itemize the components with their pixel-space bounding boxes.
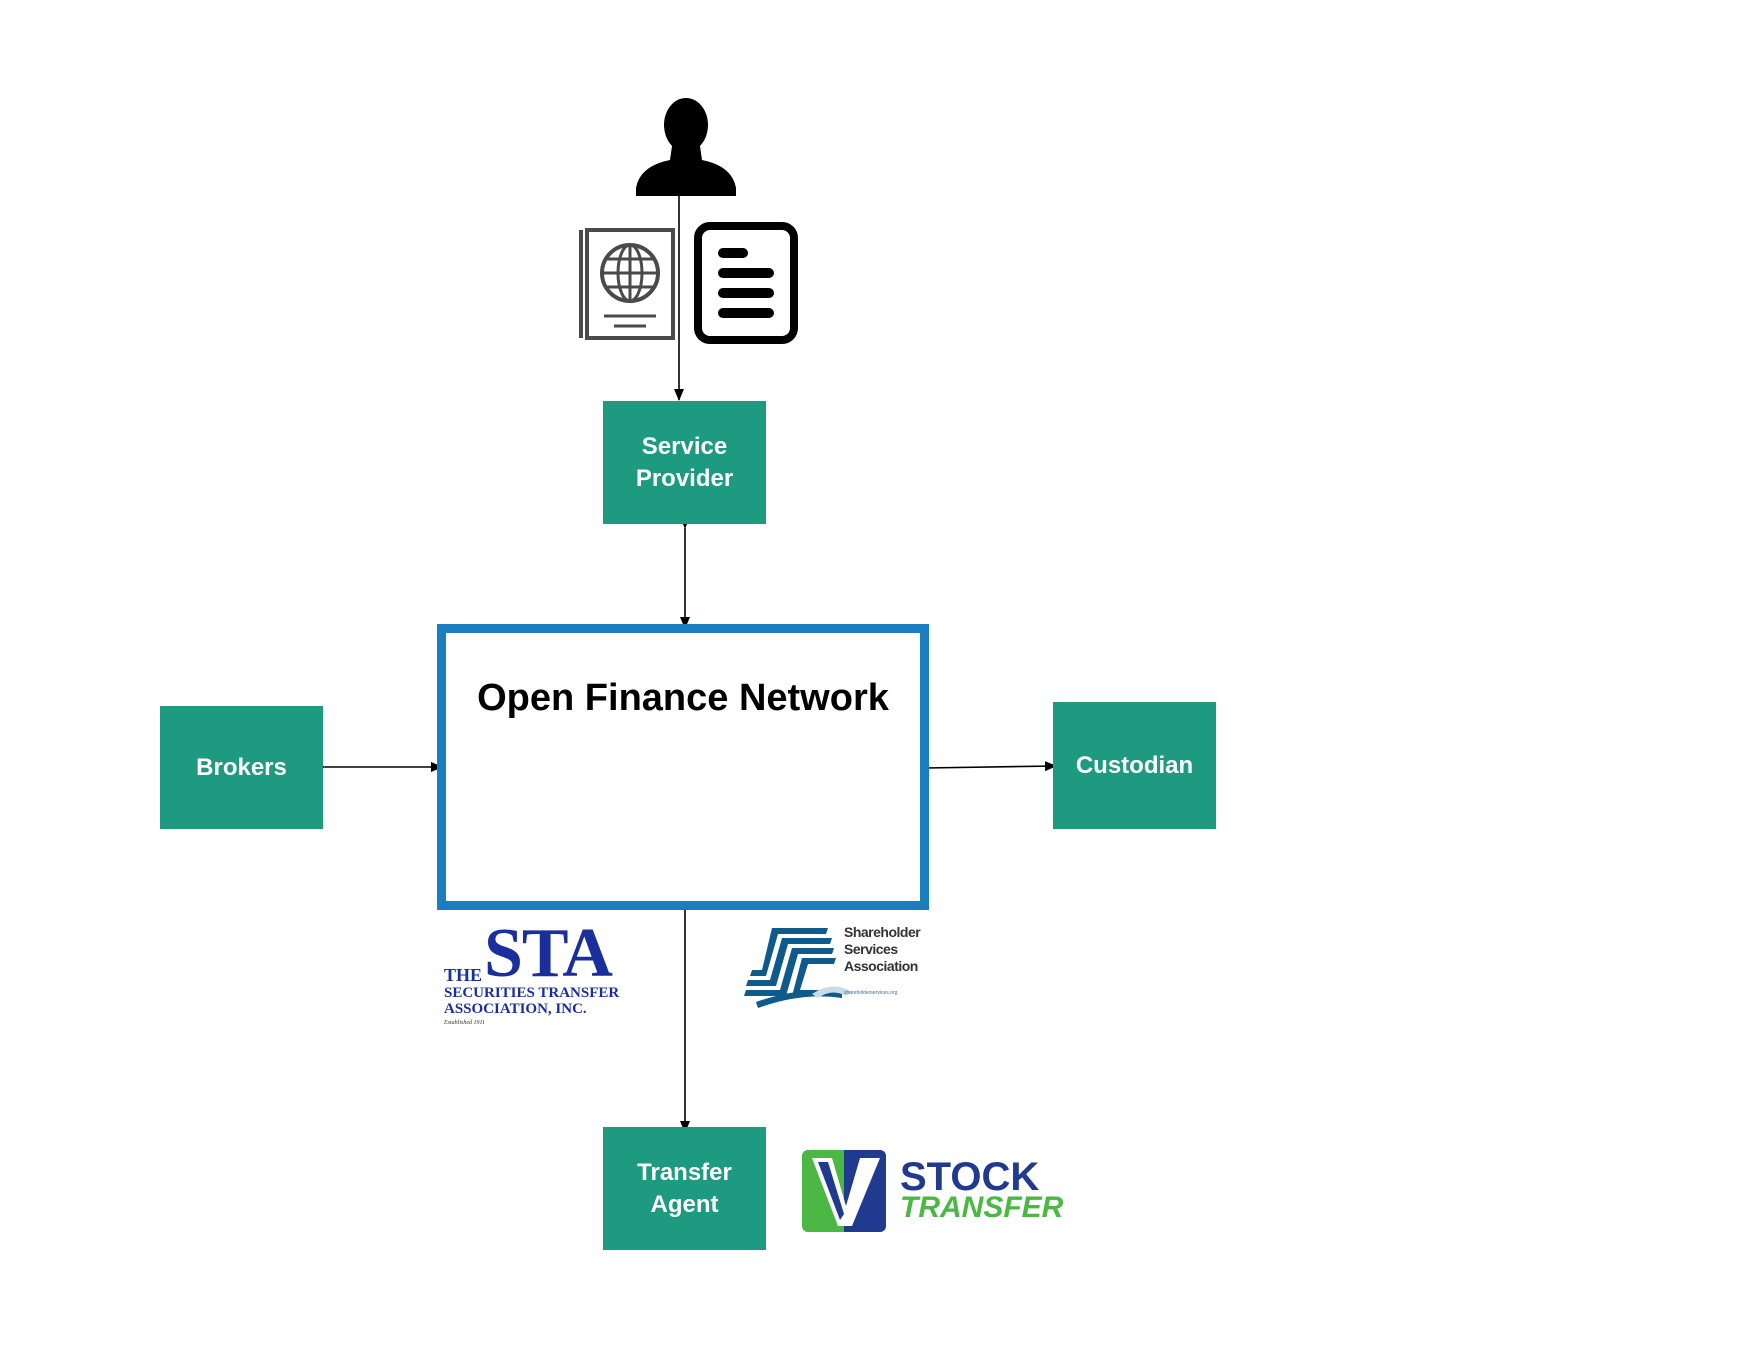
brokers-node[interactable]: Brokers [160, 706, 323, 829]
ssa-emblem-icon [744, 928, 852, 1008]
service-provider-label-line2: Provider [635, 464, 734, 492]
ssa-logo-url: shareholderservices.org [844, 990, 898, 996]
transfer-agent-label-line2: Agent [650, 1190, 719, 1218]
network-custodian-arrow [913, 761, 1057, 774]
custodian-node[interactable]: Custodian [1053, 702, 1216, 829]
sta-logo-est: Established 1911 [444, 1020, 486, 1026]
stock-transfer-line2: TRANSFER [900, 1191, 1064, 1224]
stock-transfer-line1: STOCK [900, 1155, 1040, 1199]
passport-icon [579, 228, 675, 340]
stock-transfer-logo: STOCK TRANSFER [800, 1148, 1063, 1236]
brokers-label: Brokers [196, 753, 287, 781]
ssa-logo-line2: Services [844, 941, 898, 957]
sta-logo-line1: SECURITIES TRANSFER [444, 985, 620, 1001]
document-icon [694, 222, 798, 344]
ssa-logo-line1: Shareholder [844, 924, 921, 940]
ssa-logo: Shareholder Services Association shareho… [742, 920, 932, 1015]
sta-logo-the: THE [444, 965, 483, 985]
sta-logo: THE STA SECURITIES TRANSFER ASSOCIATION,… [444, 919, 644, 1030]
transfer-agent-label-line1: Transfer [637, 1158, 732, 1186]
network-title: Open Finance Network [477, 677, 889, 719]
transfer-agent-node[interactable]: Transfer Agent [603, 1127, 766, 1250]
custodian-label: Custodian [1075, 751, 1194, 779]
sta-logo-mark: STA [484, 915, 613, 992]
open-finance-network-node[interactable]: Open Finance Network [437, 624, 929, 910]
service-provider-label-line1: Service [641, 432, 728, 460]
stock-transfer-v-icon [802, 1150, 886, 1232]
user-icon [636, 98, 736, 196]
ssa-logo-line3: Association [844, 958, 918, 974]
service-provider-node[interactable]: Service Provider [603, 401, 766, 524]
sta-logo-line2: ASSOCIATION, INC. [444, 1001, 587, 1017]
